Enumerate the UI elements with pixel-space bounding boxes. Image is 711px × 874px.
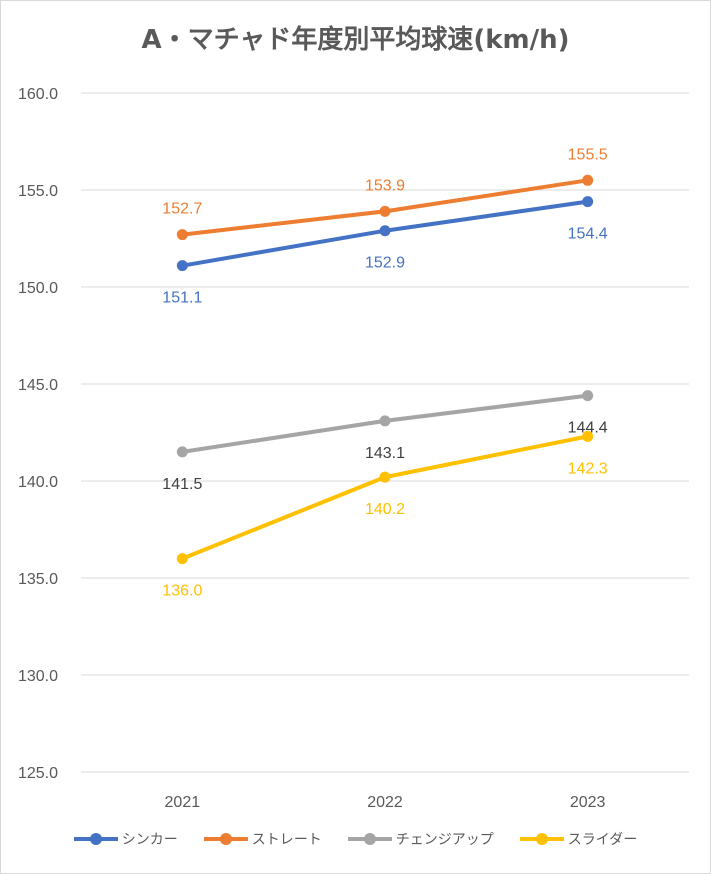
data-label: 142.3 — [568, 460, 608, 477]
legend-swatch — [73, 832, 118, 846]
legend-item: チェンジアップ — [347, 829, 494, 849]
y-tick-label: 125.0 — [18, 765, 58, 782]
x-tick-label: 2022 — [367, 794, 403, 811]
data-point — [582, 430, 594, 442]
legend-label: ストレート — [251, 832, 322, 848]
legend: シンカー ストレート チェンジアップ スライダー — [1, 829, 710, 849]
data-point — [176, 229, 188, 241]
data-point — [176, 260, 188, 272]
data-point — [379, 471, 391, 483]
legend-item: シンカー — [73, 829, 178, 849]
data-point — [176, 446, 188, 458]
y-tick-label: 155.0 — [18, 183, 58, 200]
data-label: 144.4 — [568, 420, 608, 437]
legend-swatch — [519, 832, 564, 846]
data-point — [379, 225, 391, 237]
data-point — [379, 415, 391, 427]
legend-item: ストレート — [203, 829, 322, 849]
data-point — [379, 205, 391, 217]
data-label: 136.0 — [162, 583, 202, 600]
y-tick-label: 130.0 — [18, 668, 58, 685]
data-label: 155.5 — [568, 146, 608, 163]
x-tick-label: 2023 — [570, 794, 606, 811]
data-label: 152.7 — [162, 201, 202, 218]
y-tick-label: 140.0 — [18, 474, 58, 491]
y-tick-label: 135.0 — [18, 571, 58, 588]
y-tick-label: 160.0 — [18, 86, 58, 103]
data-point — [176, 553, 188, 565]
data-label: 154.4 — [568, 226, 608, 243]
data-label: 152.9 — [365, 255, 405, 272]
legend-label: チェンジアップ — [395, 832, 494, 848]
legend-swatch — [203, 832, 248, 846]
chart-title: A・マチャド年度別平均球速(km/h) — [141, 25, 570, 55]
data-label: 143.1 — [365, 445, 405, 462]
y-tick-label: 145.0 — [18, 377, 58, 394]
data-point — [582, 390, 594, 402]
data-point — [582, 174, 594, 186]
legend-swatch — [347, 832, 392, 846]
x-tick-label: 2021 — [165, 794, 201, 811]
data-label: 153.9 — [365, 177, 405, 194]
data-label: 141.5 — [162, 476, 202, 493]
legend-label: スライダー — [567, 832, 638, 848]
legend-item: スライダー — [519, 829, 638, 849]
data-label: 140.2 — [365, 501, 405, 518]
data-point — [582, 196, 594, 208]
legend-label: シンカー — [121, 832, 178, 848]
y-tick-label: 150.0 — [18, 280, 58, 297]
data-label: 151.1 — [162, 290, 202, 307]
